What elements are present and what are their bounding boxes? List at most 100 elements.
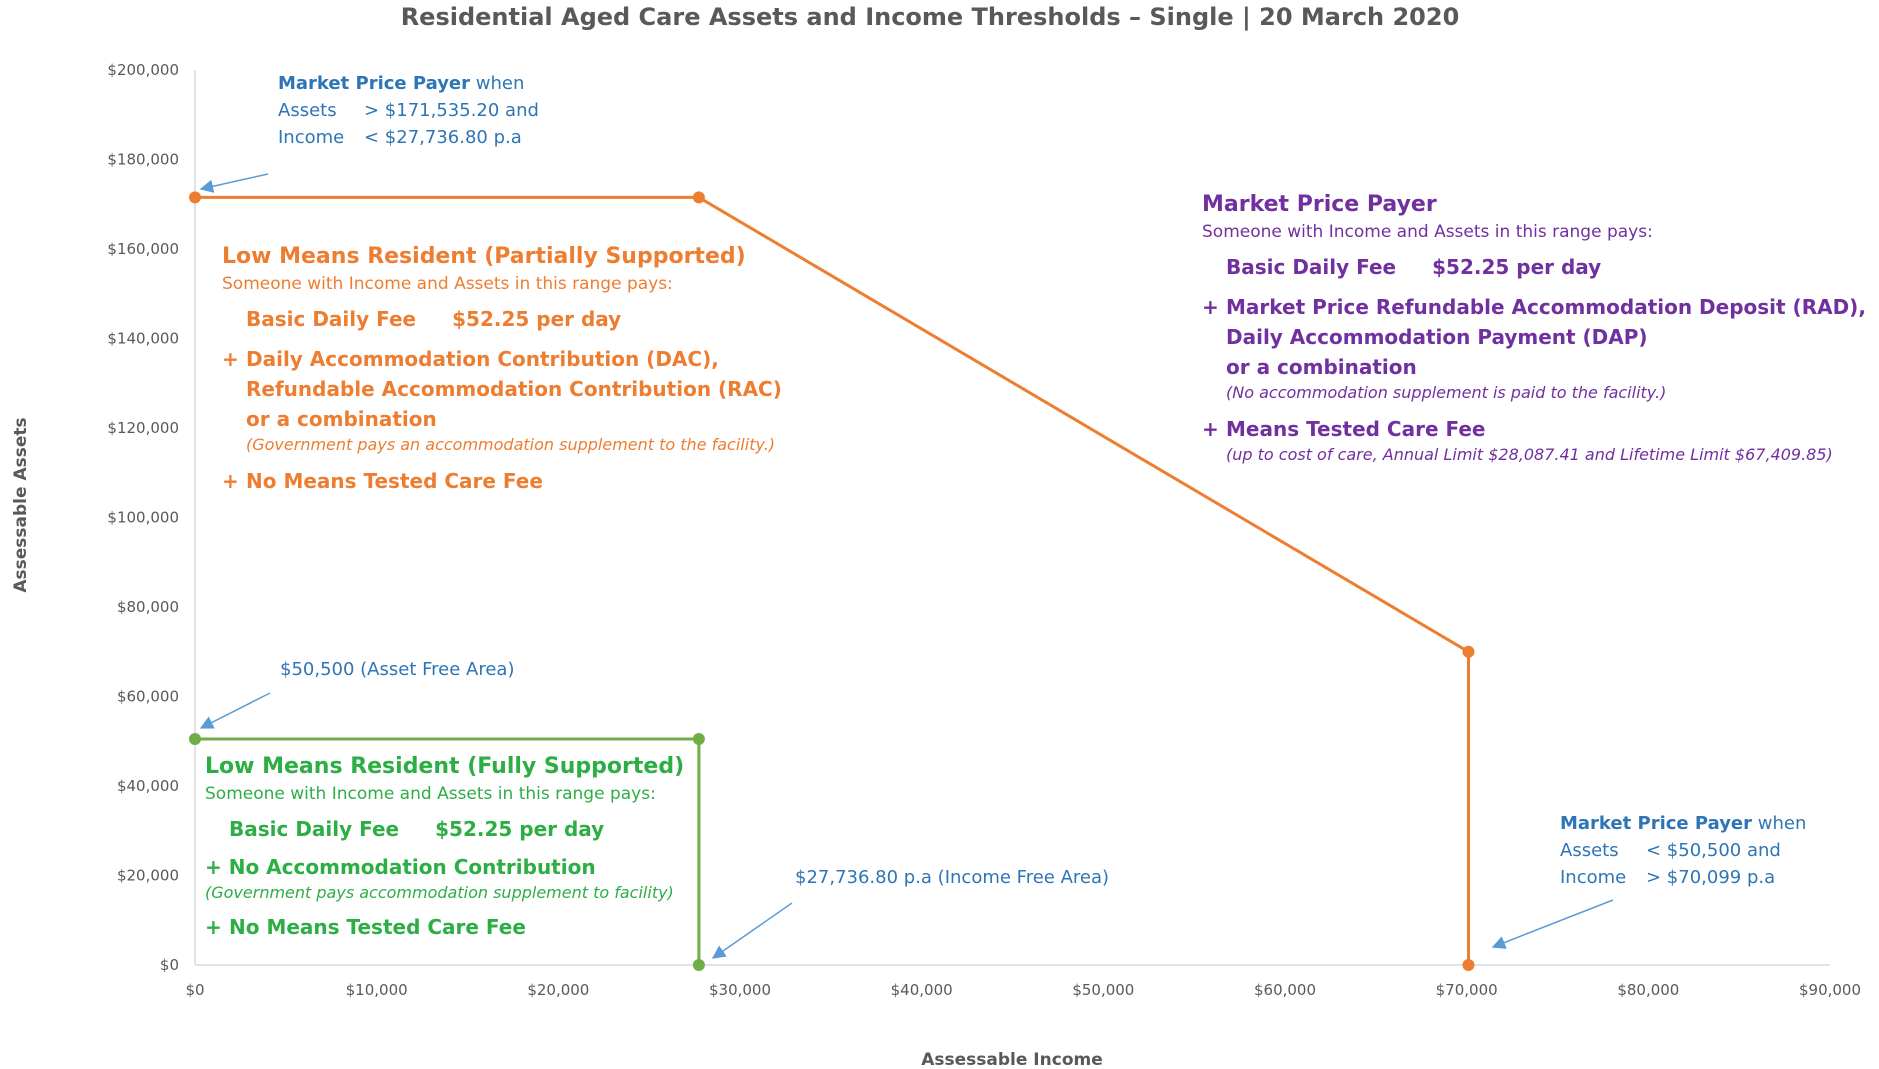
x-tick-labels: $0 $10,000 $20,000 $30,000 $40,000 $50,000 $60… <box>185 981 1861 999</box>
x-tick-label: $10,000 <box>346 981 408 999</box>
series-2-point <box>189 733 201 746</box>
full-item2-text: No Means Tested Care Fee <box>229 915 526 939</box>
partial-item1-line3: or a combination <box>246 407 437 431</box>
partial-fee-value: $52.25 per day <box>452 307 622 331</box>
x-tick-label: $30,000 <box>709 981 771 999</box>
y-tick-label: $40,000 <box>117 777 179 795</box>
x-tick-label: $80,000 <box>1617 981 1679 999</box>
full-fee-value: $52.25 per day <box>435 817 605 841</box>
full-fee-label: Basic Daily Fee <box>229 817 400 841</box>
note-bottom-right-assets-label: Assets <box>1560 840 1619 861</box>
partial-item1: + Daily Accommodation Contribution (DAC), <box>222 344 782 374</box>
y-tick-label: $100,000 <box>107 509 179 527</box>
y-tick-label: $0 <box>160 956 179 974</box>
partial-plus-1: + <box>222 347 239 371</box>
partial-support-block: Low Means Resident (Partially Supported)… <box>222 242 782 496</box>
note-top-left: Market Price Payer when Assets > $171,535… <box>278 70 539 151</box>
note-top-left-assets-label: Assets <box>278 100 337 121</box>
market-fee-row: Basic Daily Fee $52.25 per day <box>1202 252 1866 282</box>
y-tick-label: $120,000 <box>107 419 179 437</box>
market-price-block: Market Price Payer Someone with Income a… <box>1202 190 1866 466</box>
market-fee-value: $52.25 per day <box>1432 255 1602 279</box>
x-tick-label: $20,000 <box>527 981 589 999</box>
full-fee-row: Basic Daily Fee $52.25 per day <box>205 814 684 844</box>
x-tick-label: $90,000 <box>1799 981 1861 999</box>
full-plus-2: + <box>205 915 222 939</box>
full-sub: Someone with Income and Assets in this r… <box>205 784 656 804</box>
market-sub: Someone with Income and Assets in this r… <box>1202 222 1653 242</box>
y-tick-label: $160,000 <box>107 240 179 258</box>
x-tick-label: $0 <box>185 981 204 999</box>
partial-item1-line2: Refundable Accommodation Contribution (R… <box>246 377 782 401</box>
series-line-1 <box>195 195 1470 965</box>
y-tick-label: $180,000 <box>107 151 179 169</box>
market-item1-line1: Market Price Refundable Accommodation De… <box>1226 295 1866 319</box>
market-item2-note: (up to cost of care, Annual Limit $28,08… <box>1226 445 1833 464</box>
y-tick-label: $200,000 <box>107 61 179 79</box>
arrow-top-left <box>199 173 269 193</box>
note-top-left-suffix: when <box>475 73 525 94</box>
full-item2: + No Means Tested Care Fee <box>205 912 684 942</box>
market-plus-1: + <box>1202 295 1219 319</box>
full-item1-text: No Accommodation Contribution <box>228 855 596 879</box>
series-1-point <box>189 191 201 204</box>
full-item1: + No Accommodation Contribution <box>205 852 684 882</box>
series-2-point <box>692 733 705 746</box>
market-item2: + Means Tested Care Fee <box>1202 414 1866 444</box>
x-tick-label: $50,000 <box>1072 981 1134 999</box>
chart-title: Residential Aged Care Assets and Income … <box>401 3 1460 31</box>
market-plus-2: + <box>1202 417 1219 441</box>
x-axis-title: Assessable Income <box>921 1050 1103 1069</box>
note-top-left-income-value: < $27,736.80 p.a <box>364 127 522 148</box>
arrow-asset-free <box>199 692 271 729</box>
y-tick-label: $20,000 <box>117 867 179 885</box>
market-item2-text: Means Tested Care Fee <box>1226 417 1486 441</box>
full-support-block: Low Means Resident (Fully Supported) Som… <box>205 752 684 942</box>
y-axis-title: Assessable Assets <box>11 417 31 592</box>
pointer-arrows <box>199 173 1614 959</box>
series-2-point <box>692 959 705 971</box>
partial-item1-line1: Daily Accommodation Contribution (DAC), <box>246 347 719 371</box>
arrow-bottom-right <box>1491 899 1614 949</box>
x-tick-label: $40,000 <box>891 981 953 999</box>
y-tick-label: $80,000 <box>117 598 179 616</box>
note-asset-free: $50,500 (Asset Free Area) <box>280 659 515 680</box>
note-top-left-title: Market Price Payer <box>278 73 471 94</box>
x-tick-label: $70,000 <box>1436 981 1498 999</box>
note-bottom-right-assets-value: < $50,500 and <box>1646 840 1781 861</box>
note-bottom-right-income-label: Income <box>1560 867 1627 888</box>
y-tick-label: $140,000 <box>107 330 179 348</box>
partial-fee-label: Basic Daily Fee <box>246 307 417 331</box>
full-item1-note: (Government pays accommodation supplemen… <box>205 883 674 902</box>
market-item1: + Market Price Refundable Accommodation D… <box>1202 292 1866 322</box>
series-1-point <box>692 191 705 204</box>
series-1-point <box>1462 959 1475 971</box>
series-layer <box>189 191 1475 971</box>
full-plus-1: + <box>205 855 222 879</box>
partial-plus-2: + <box>222 469 239 493</box>
note-bottom-right-suffix: when <box>1757 813 1807 834</box>
partial-fee-row: Basic Daily Fee $52.25 per day <box>222 304 782 334</box>
market-item1-note: (No accommodation supplement is paid to … <box>1226 383 1667 402</box>
full-heading: Low Means Resident (Fully Supported) <box>205 754 685 779</box>
market-item1-line2: Daily Accommodation Payment (DAP) <box>1226 325 1648 349</box>
partial-item2: + No Means Tested Care Fee <box>222 466 782 496</box>
note-top-left-assets-value: > $171,535.20 and <box>364 100 539 121</box>
market-fee-label: Basic Daily Fee <box>1226 255 1397 279</box>
note-top-left-income-label: Income <box>278 127 345 148</box>
partial-sub: Someone with Income and Assets in this r… <box>222 274 673 294</box>
note-income-free: $27,736.80 p.a (Income Free Area) <box>795 867 1110 888</box>
partial-item1-note: (Government pays an accommodation supple… <box>246 435 776 454</box>
note-bottom-right-income-value: > $70,099 p.a <box>1646 867 1776 888</box>
partial-item2-text: No Means Tested Care Fee <box>246 469 543 493</box>
y-tick-label: $60,000 <box>117 688 179 706</box>
note-bottom-right: Market Price Payer when Assets < $50,500 … <box>1560 810 1806 891</box>
market-item1-line3: or a combination <box>1226 355 1417 379</box>
arrow-income-free <box>711 902 793 959</box>
series-1-point <box>1462 645 1475 658</box>
market-heading: Market Price Payer <box>1202 192 1437 217</box>
partial-heading: Low Means Resident (Partially Supported) <box>222 244 746 269</box>
y-tick-labels: $0 $20,000 $40,000 $60,000 $80,000 $100,000 $1… <box>107 61 179 974</box>
note-bottom-right-title: Market Price Payer <box>1560 813 1753 834</box>
